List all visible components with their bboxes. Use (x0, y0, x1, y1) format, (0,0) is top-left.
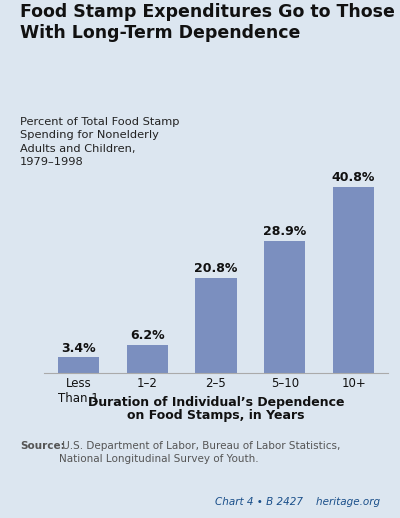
Text: Food Stamp Expenditures Go to Those
With Long-Term Dependence: Food Stamp Expenditures Go to Those With… (20, 3, 395, 42)
Text: Chart 4 • B 2427    heritage.org: Chart 4 • B 2427 heritage.org (215, 497, 380, 507)
Text: 6.2%: 6.2% (130, 329, 164, 342)
Text: Duration of Individual’s Dependence: Duration of Individual’s Dependence (88, 396, 344, 409)
Text: 40.8%: 40.8% (332, 171, 375, 184)
Text: Source:: Source: (20, 441, 65, 451)
Bar (195, 278, 237, 373)
Text: 28.9%: 28.9% (263, 225, 306, 238)
Text: on Food Stamps, in Years: on Food Stamps, in Years (127, 409, 305, 422)
Text: 20.8%: 20.8% (194, 263, 238, 276)
Text: U.S. Department of Labor, Bureau of Labor Statistics,
National Longitudinal Surv: U.S. Department of Labor, Bureau of Labo… (59, 441, 340, 464)
Bar (126, 344, 168, 373)
Text: 3.4%: 3.4% (61, 342, 96, 355)
Bar (264, 241, 306, 373)
Text: Percent of Total Food Stamp
Spending for Nonelderly
Adults and Children,
1979–19: Percent of Total Food Stamp Spending for… (20, 117, 180, 167)
Bar (58, 357, 99, 373)
Bar (333, 187, 374, 373)
